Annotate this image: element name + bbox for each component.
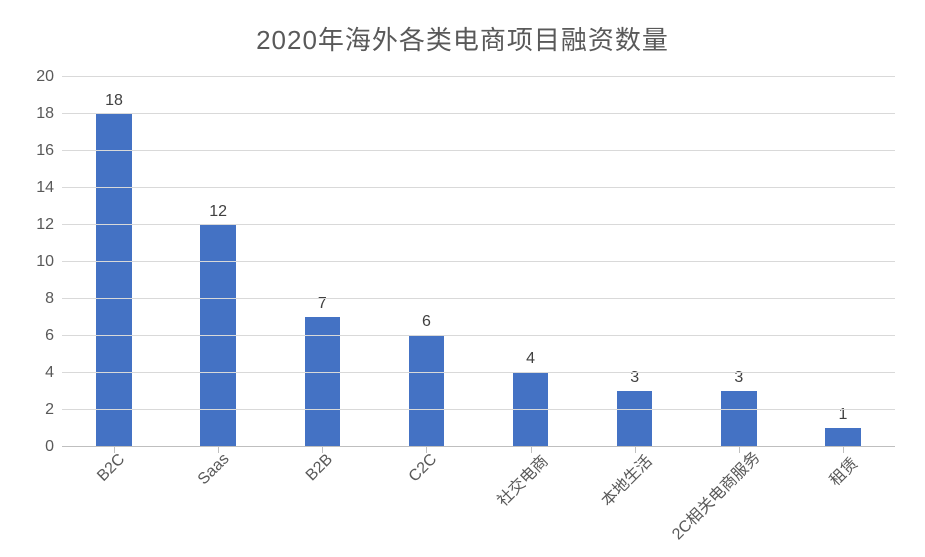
x-tick-label: B2C [94, 451, 129, 486]
grid-line [62, 224, 895, 225]
x-label-slot: C2C [374, 447, 478, 557]
x-label-slot: B2C [62, 447, 166, 557]
x-axis-labels: B2C Saas B2B C2C 社交电商本地生活 2C相关电商服务租赁 [62, 447, 895, 557]
y-tick-label: 18 [36, 105, 62, 123]
grid-line [62, 261, 895, 262]
y-tick-label: 4 [45, 364, 62, 382]
x-label-slot: Saas [166, 447, 270, 557]
x-label-slot: 本地生活 [583, 447, 687, 557]
grid-line [62, 113, 895, 114]
grid-line [62, 298, 895, 299]
bar [305, 317, 340, 446]
grid-line [62, 150, 895, 151]
y-tick-label: 2 [45, 401, 62, 419]
bar-value-label: 12 [209, 203, 227, 221]
chart-title: 2020年海外各类电商项目融资数量 [20, 20, 905, 57]
grid-line [62, 372, 895, 373]
plot-area: 1812764331 02468101214161820 [62, 77, 895, 447]
grid-line [62, 187, 895, 188]
bar [825, 428, 860, 446]
bar-value-label: 4 [526, 350, 535, 368]
y-tick-label: 20 [36, 68, 62, 86]
bar-value-label: 18 [105, 92, 123, 110]
y-tick-label: 0 [45, 438, 62, 456]
y-tick-label: 16 [36, 142, 62, 160]
y-tick-label: 10 [36, 253, 62, 271]
y-tick-label: 8 [45, 290, 62, 308]
bar [409, 335, 444, 446]
x-tick-label: Saas [195, 450, 234, 489]
x-tick-label: C2C [406, 451, 441, 486]
grid-line [62, 409, 895, 410]
y-tick-label: 6 [45, 327, 62, 345]
x-tick-label: 社交电商 [490, 448, 552, 510]
x-label-slot: 租赁 [791, 447, 895, 557]
x-tick-label: B2B [303, 451, 337, 485]
bar-value-label: 6 [422, 313, 431, 331]
bar [617, 391, 652, 446]
x-label-slot: B2B [270, 447, 374, 557]
x-tick-label: 本地生活 [594, 448, 656, 510]
grid-line [62, 76, 895, 77]
x-label-slot: 社交电商 [479, 447, 583, 557]
bar [721, 391, 756, 446]
bars-group: 1812764331 [62, 77, 895, 447]
y-tick-label: 12 [36, 216, 62, 234]
bar [96, 114, 131, 446]
chart-container: 2020年海外各类电商项目融资数量 1812764331 02468101214… [0, 0, 925, 550]
y-tick-label: 14 [36, 179, 62, 197]
x-label-slot: 2C相关电商服务 [687, 447, 791, 557]
x-tick-label: 租赁 [823, 451, 863, 491]
grid-line [62, 335, 895, 336]
